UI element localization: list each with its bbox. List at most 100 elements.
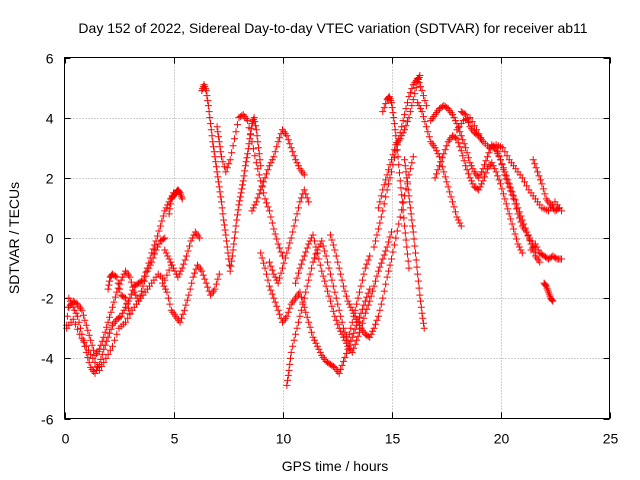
data-point (361, 309, 369, 317)
data-point (453, 135, 461, 143)
data-point (166, 205, 174, 213)
data-point (273, 143, 281, 151)
data-point (408, 102, 416, 110)
data-point (231, 234, 239, 242)
data-point (204, 97, 212, 105)
data-point (183, 252, 191, 260)
data-point (249, 145, 257, 153)
data-point (403, 118, 411, 126)
data-point (558, 255, 566, 263)
y-axis-label: SDTVAR / TECUs (6, 182, 22, 294)
data-point (294, 162, 302, 170)
data-point (179, 310, 187, 318)
data-point (417, 297, 425, 305)
data-point (446, 188, 454, 196)
data-point (306, 323, 314, 331)
data-point (406, 165, 414, 173)
data-point (94, 363, 102, 371)
data-point (257, 177, 265, 185)
data-point (390, 120, 398, 128)
data-point (372, 320, 380, 328)
data-point (222, 168, 230, 176)
data-point (255, 144, 263, 152)
data-point (302, 308, 310, 316)
data-point (228, 149, 236, 157)
data-point (403, 243, 411, 251)
data-point (284, 371, 292, 379)
data-point (478, 180, 486, 188)
data-point (215, 178, 223, 186)
data-point (203, 92, 211, 100)
data-point (383, 273, 391, 281)
data-point (512, 205, 520, 213)
data-point (382, 193, 390, 201)
data-point (267, 159, 275, 167)
data-point (531, 160, 539, 168)
data-point (431, 174, 439, 182)
data-point (549, 297, 557, 305)
data-point (228, 257, 236, 265)
data-point (319, 242, 327, 250)
data-point (418, 87, 426, 95)
data-point (185, 291, 193, 299)
data-point (456, 219, 464, 227)
data-point (406, 198, 414, 206)
data-point (103, 323, 111, 331)
data-point (230, 240, 238, 248)
data-point (340, 357, 348, 365)
data-point (283, 132, 291, 140)
data-point (271, 273, 279, 281)
data-point (536, 176, 544, 184)
data-point (268, 290, 276, 298)
data-points (63, 72, 566, 389)
data-point (296, 198, 304, 206)
data-point (403, 174, 411, 182)
data-point (81, 316, 89, 324)
data-point (220, 221, 228, 229)
data-point (450, 114, 458, 122)
data-point (89, 354, 97, 362)
data-point (276, 274, 284, 282)
data-point (310, 336, 318, 344)
data-point (97, 341, 105, 349)
data-point (78, 334, 86, 342)
data-point (108, 342, 116, 350)
data-point (444, 183, 452, 191)
data-point (388, 255, 395, 263)
data-point (159, 212, 167, 220)
data-point (419, 319, 427, 327)
data-point (139, 276, 147, 284)
data-point (531, 240, 539, 248)
data-point (100, 333, 108, 341)
data-point (389, 109, 397, 117)
data-point (223, 237, 231, 245)
data-point (227, 262, 235, 270)
data-point (231, 135, 239, 143)
data-point (119, 309, 127, 317)
data-point (335, 324, 343, 332)
data-point (351, 325, 359, 333)
data-point (475, 186, 483, 194)
data-point (69, 315, 77, 323)
x-tick-label: 10 (276, 431, 292, 447)
data-point (451, 208, 459, 216)
data-point (113, 273, 121, 281)
data-point (463, 166, 471, 174)
data-point (111, 272, 119, 280)
data-point (364, 289, 372, 297)
data-point (277, 248, 285, 256)
data-point (356, 321, 364, 329)
data-point (256, 156, 264, 164)
data-point (367, 330, 375, 338)
data-point (377, 192, 385, 200)
data-point (164, 294, 172, 302)
data-point (250, 114, 258, 122)
data-point (106, 277, 114, 285)
data-point (396, 213, 404, 221)
data-point (532, 164, 540, 172)
data-point (476, 171, 484, 179)
data-point (233, 216, 241, 224)
data-point (380, 251, 388, 259)
data-point (492, 144, 500, 152)
data-point (177, 267, 185, 275)
